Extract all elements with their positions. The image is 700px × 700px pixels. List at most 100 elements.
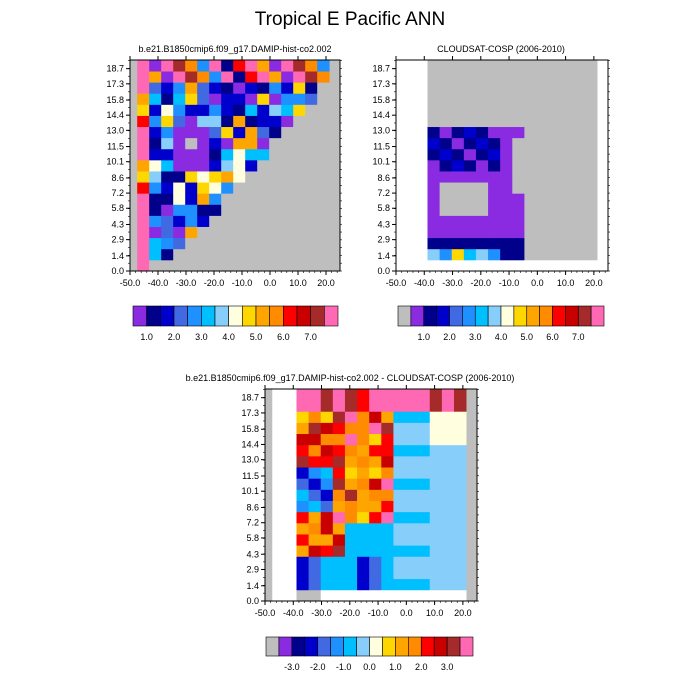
heatmap-cell	[369, 511, 382, 524]
heatmap-cell	[488, 204, 501, 216]
heatmap-cell	[284, 444, 297, 457]
heatmap-cell	[429, 589, 443, 602]
heatmap-cell	[257, 204, 270, 216]
colorbar-swatch	[324, 305, 339, 327]
heatmap-cell	[308, 578, 322, 591]
heatmap-cell	[584, 259, 598, 272]
heatmap-cell	[429, 400, 443, 412]
heatmap-cell	[584, 204, 598, 216]
heatmap-cell	[269, 259, 282, 272]
heatmap-cell	[441, 522, 455, 535]
heatmap-cell	[281, 137, 294, 150]
colorbar-swatch	[410, 305, 425, 327]
heatmap-cell	[369, 556, 382, 568]
heatmap-cell	[357, 411, 370, 423]
colorbar-swatch	[269, 305, 284, 327]
heatmap-cell	[453, 511, 467, 524]
heatmap-cell	[451, 93, 465, 105]
heatmap-cell	[308, 433, 322, 446]
heatmap-cell	[305, 137, 318, 150]
heatmap-cell	[560, 259, 574, 272]
heatmap-cell	[524, 204, 537, 216]
x-tick-label: -50.0	[386, 278, 407, 288]
heatmap-cell	[453, 389, 467, 401]
heatmap-cell	[475, 115, 489, 128]
heatmap-cell	[344, 556, 358, 568]
heatmap-cell	[197, 248, 210, 261]
heatmap-cell	[500, 82, 513, 94]
heatmap-cell	[137, 148, 150, 161]
heatmap-cell	[137, 82, 150, 94]
heatmap-cell	[269, 204, 282, 216]
heatmap-cell	[308, 400, 322, 412]
x-tick-label: -40.0	[414, 278, 435, 288]
heatmap-cell	[197, 115, 210, 128]
heatmap-cell	[572, 171, 586, 183]
heatmap-cell	[536, 226, 550, 239]
heatmap-cell	[475, 82, 489, 94]
y-tick-label: 11.5	[242, 471, 259, 481]
colorbar-swatch	[343, 636, 357, 657]
heatmap-cell	[463, 82, 477, 94]
y-tick-label: 8.6	[377, 173, 390, 183]
heatmap-cell	[405, 422, 419, 435]
heatmap-cell	[320, 578, 334, 591]
x-tick-label: 20.0	[454, 608, 472, 618]
colorbar-swatch	[187, 305, 202, 327]
heatmap-cell	[332, 400, 346, 412]
x-tick-label: 0.0	[400, 608, 413, 618]
heatmap-cell	[524, 259, 537, 272]
heatmap-cell	[149, 237, 162, 250]
heatmap-cell	[403, 115, 416, 128]
y-tick-label: 1.4	[111, 251, 124, 261]
heatmap-cell	[233, 126, 246, 139]
x-tick-label: 10.0	[557, 278, 575, 288]
heatmap-cell	[305, 193, 318, 205]
heatmap-cell	[221, 215, 234, 227]
heatmap-cell	[197, 226, 210, 239]
heatmap-cell	[161, 104, 174, 116]
heatmap-cell	[305, 182, 318, 194]
heatmap-cell	[281, 115, 294, 128]
heatmap-cell	[245, 82, 258, 94]
heatmap-cell	[415, 237, 428, 250]
heatmap-cell	[403, 182, 416, 194]
colorbar-swatch	[278, 636, 293, 657]
heatmap-cell	[548, 182, 562, 194]
heatmap-cell	[344, 444, 358, 457]
heatmap-cell	[451, 126, 465, 139]
heatmap-cell	[305, 204, 318, 216]
heatmap-cell	[415, 71, 428, 83]
heatmap-cell	[548, 60, 562, 72]
heatmap-cell	[415, 259, 428, 272]
heatmap-cell	[257, 71, 270, 83]
heatmap-cell	[245, 215, 258, 227]
heatmap-cell	[357, 489, 370, 501]
heatmap-cell	[453, 522, 467, 535]
panel-title-model: b.e21.B1850cmip6.f09_g17.DAMIP-hist-co2.…	[138, 44, 332, 54]
heatmap-cell	[317, 137, 330, 150]
y-tick-label: 5.8	[377, 203, 390, 213]
heatmap-cell	[427, 71, 441, 83]
heatmap-cell	[451, 71, 465, 83]
heatmap-cell	[281, 259, 294, 272]
heatmap-cell	[405, 455, 419, 468]
heatmap-cell	[381, 422, 394, 435]
heatmap-cell	[536, 204, 550, 216]
y-tick-label: 10.1	[241, 486, 259, 496]
heatmap-cell	[209, 159, 222, 172]
heatmap-cell	[173, 115, 186, 128]
heatmap-cell	[500, 148, 513, 161]
colorbar-swatch	[382, 636, 396, 657]
heatmap-cell	[439, 71, 453, 83]
heatmap-cell	[269, 159, 282, 172]
heatmap-cell	[584, 159, 598, 172]
heatmap-cell	[441, 455, 455, 468]
heatmap-cell	[257, 259, 270, 272]
heatmap-cell	[584, 193, 598, 205]
heatmap-cell	[233, 215, 246, 227]
heatmap-cell	[149, 82, 162, 94]
heatmap-cell	[272, 578, 285, 591]
heatmap-cell	[344, 411, 358, 423]
heatmap-cell	[548, 126, 562, 139]
